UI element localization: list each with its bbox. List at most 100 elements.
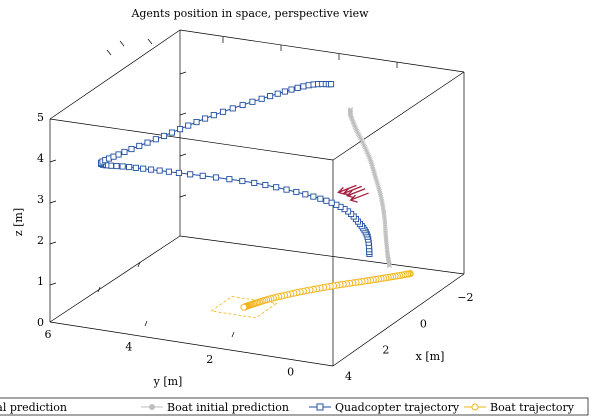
- boat-pred-point: [384, 244, 390, 249]
- quad-pred-arrowhead: [345, 190, 355, 199]
- quad-traj-point: [187, 171, 194, 178]
- z-tick-label: 2: [37, 234, 44, 247]
- boat-pred-point: [349, 116, 355, 122]
- inner-tick: [97, 261, 235, 338]
- quad-traj-point: [156, 167, 163, 174]
- quad-traj-point: [212, 174, 220, 181]
- quad-traj-point: [293, 188, 300, 196]
- boat-traj-point: [240, 303, 248, 311]
- legend-marker-boat-pred: [149, 404, 155, 410]
- boat-pred-point: [350, 118, 355, 123]
- quad-traj-point: [328, 199, 335, 206]
- x-tick-label: 4: [345, 370, 352, 383]
- x-axis-label: x [m]: [416, 350, 445, 363]
- y-tick-label: 4: [125, 341, 132, 354]
- quad-traj-point: [121, 148, 128, 155]
- quad-traj-point: [160, 132, 168, 139]
- quad-traj-point: [140, 165, 147, 172]
- quad-traj-point: [176, 126, 184, 133]
- quad-traj-point: [126, 164, 133, 171]
- quad-traj-point: [327, 81, 335, 88]
- ticks: −2 0 2 4 6 4 2 0 0 1 2 3 4 5: [37, 111, 474, 383]
- quad-traj-point: [113, 162, 120, 170]
- y-tick-label: 6: [45, 328, 52, 341]
- y-tick-label: 0: [287, 366, 294, 379]
- quad-traj-point: [119, 163, 126, 170]
- z-axis-label: z [m]: [12, 208, 25, 236]
- quad-pred-arrowhead: [349, 194, 358, 203]
- inner-tick: [106, 38, 153, 56]
- box-edge: [49, 118, 334, 161]
- legend: Quadcopter initial prediction Boat initi…: [0, 397, 589, 416]
- quad-traj-point: [302, 191, 309, 198]
- dashed-square: [210, 296, 278, 319]
- legend-label-boat-pred: Boat initial prediction: [167, 401, 289, 414]
- z-tick-label: 3: [37, 193, 44, 206]
- y-tick-label: 2: [206, 353, 213, 366]
- quad-traj-point: [199, 172, 206, 179]
- quad-traj-point: [258, 95, 265, 102]
- quad-traj-point: [239, 101, 246, 109]
- box-edge: [332, 71, 465, 161]
- quad-traj-point: [210, 112, 217, 119]
- quad-traj-point: [165, 168, 172, 175]
- quad-traj-point: [262, 181, 269, 189]
- quad-pred-arrow: [346, 188, 366, 197]
- box-edge: [49, 29, 181, 120]
- quad-traj-point: [288, 86, 295, 93]
- box-edge: [49, 321, 334, 367]
- quad-traj-point: [267, 93, 274, 100]
- quad-traj-point: [115, 151, 122, 158]
- quad-traj-point: [300, 83, 307, 90]
- quad-traj-point: [229, 105, 236, 112]
- box-edge: [332, 273, 465, 367]
- legend-label-boat-traj: Boat trajectory: [490, 401, 575, 414]
- legend-box: [0, 397, 589, 416]
- quad-traj-point: [202, 115, 209, 122]
- x-tick-label: −2: [457, 291, 473, 304]
- chart-title: Agents position in space, perspective vi…: [130, 7, 369, 20]
- x-tick-label: 0: [420, 317, 427, 330]
- legend-label-quad-pred: Quadcopter initial prediction: [0, 401, 67, 414]
- quad-traj-point: [274, 90, 281, 97]
- quad-traj-point: [144, 139, 151, 146]
- quad-pred-arrow: [350, 192, 369, 201]
- quad-traj-point: [310, 193, 317, 200]
- inner-tick: [222, 37, 398, 68]
- quad-traj-point: [152, 136, 159, 143]
- quad-traj-point: [283, 186, 290, 193]
- box-edge: [179, 29, 465, 73]
- quad-pred-arrow: [343, 185, 362, 194]
- z-tick-label: 5: [37, 111, 44, 124]
- legend-marker-boat-traj: [471, 403, 479, 411]
- x-tick-label: 2: [382, 344, 389, 357]
- quad-traj-point: [128, 145, 135, 153]
- series-layer: [98, 80, 414, 319]
- boat-pred-point: [384, 242, 389, 248]
- z-tick-label: 4: [37, 152, 44, 165]
- inner-tick: [49, 159, 57, 286]
- quad-traj-point: [305, 82, 312, 89]
- quad-traj-point: [323, 197, 330, 204]
- quad-traj-point: [226, 176, 233, 183]
- quad-traj-point: [168, 129, 176, 136]
- legend-marker-quad-traj: [316, 403, 324, 411]
- boat-pred-point: [348, 107, 354, 112]
- quad-traj-point: [185, 122, 192, 129]
- quad-traj-point: [281, 88, 288, 95]
- inner-tick: [179, 71, 187, 198]
- quad-traj-point: [136, 142, 143, 149]
- quad-traj-point: [132, 164, 139, 171]
- quad-traj-point: [317, 195, 324, 202]
- z-tick-label: 0: [37, 316, 44, 329]
- quad-traj-point: [110, 153, 117, 160]
- box-edge: [179, 235, 465, 275]
- z-tick-label: 1: [37, 275, 44, 288]
- quad-traj-point: [294, 84, 301, 91]
- box-edge: [49, 235, 181, 323]
- axes-box: [49, 29, 465, 367]
- y-axis-label: y [m]: [153, 375, 183, 388]
- quad-traj-point: [249, 98, 256, 105]
- quad-traj-point: [239, 177, 246, 185]
